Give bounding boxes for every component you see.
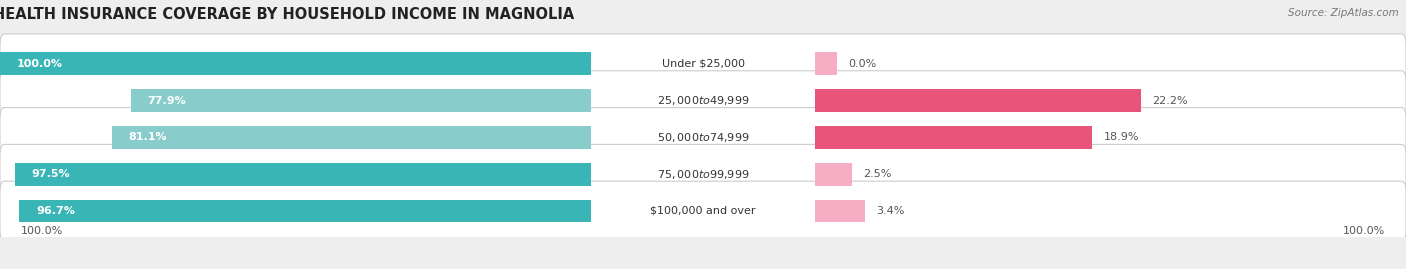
Text: 100.0%: 100.0% bbox=[21, 226, 63, 236]
Text: HEALTH INSURANCE COVERAGE BY HOUSEHOLD INCOME IN MAGNOLIA: HEALTH INSURANCE COVERAGE BY HOUSEHOLD I… bbox=[0, 6, 574, 22]
Text: 97.5%: 97.5% bbox=[32, 169, 70, 179]
FancyBboxPatch shape bbox=[0, 108, 1406, 167]
Text: $75,000 to $99,999: $75,000 to $99,999 bbox=[657, 168, 749, 181]
Bar bbox=[15, 163, 591, 186]
FancyBboxPatch shape bbox=[0, 144, 1406, 204]
Text: 18.9%: 18.9% bbox=[1104, 132, 1139, 142]
Text: 77.9%: 77.9% bbox=[148, 95, 186, 105]
Bar bbox=[815, 126, 1092, 149]
Text: Source: ZipAtlas.com: Source: ZipAtlas.com bbox=[1288, 8, 1399, 18]
Text: 22.2%: 22.2% bbox=[1152, 95, 1188, 105]
Text: 100.0%: 100.0% bbox=[1343, 226, 1385, 236]
Bar bbox=[815, 163, 852, 186]
Bar bbox=[815, 200, 865, 222]
Bar bbox=[815, 52, 837, 75]
Bar bbox=[131, 89, 591, 112]
Bar bbox=[815, 89, 1140, 112]
Text: $25,000 to $49,999: $25,000 to $49,999 bbox=[657, 94, 749, 107]
FancyBboxPatch shape bbox=[0, 181, 1406, 241]
Text: 100.0%: 100.0% bbox=[17, 59, 63, 69]
Text: 96.7%: 96.7% bbox=[37, 206, 76, 216]
Bar bbox=[0, 52, 591, 75]
Text: $100,000 and over: $100,000 and over bbox=[650, 206, 756, 216]
Text: Under $25,000: Under $25,000 bbox=[661, 59, 745, 69]
Text: $50,000 to $74,999: $50,000 to $74,999 bbox=[657, 131, 749, 144]
Text: 0.0%: 0.0% bbox=[848, 59, 876, 69]
Bar bbox=[111, 126, 591, 149]
Text: 81.1%: 81.1% bbox=[128, 132, 167, 142]
FancyBboxPatch shape bbox=[0, 71, 1406, 130]
Bar bbox=[20, 200, 591, 222]
Text: 2.5%: 2.5% bbox=[863, 169, 891, 179]
Text: 3.4%: 3.4% bbox=[876, 206, 905, 216]
FancyBboxPatch shape bbox=[0, 34, 1406, 93]
